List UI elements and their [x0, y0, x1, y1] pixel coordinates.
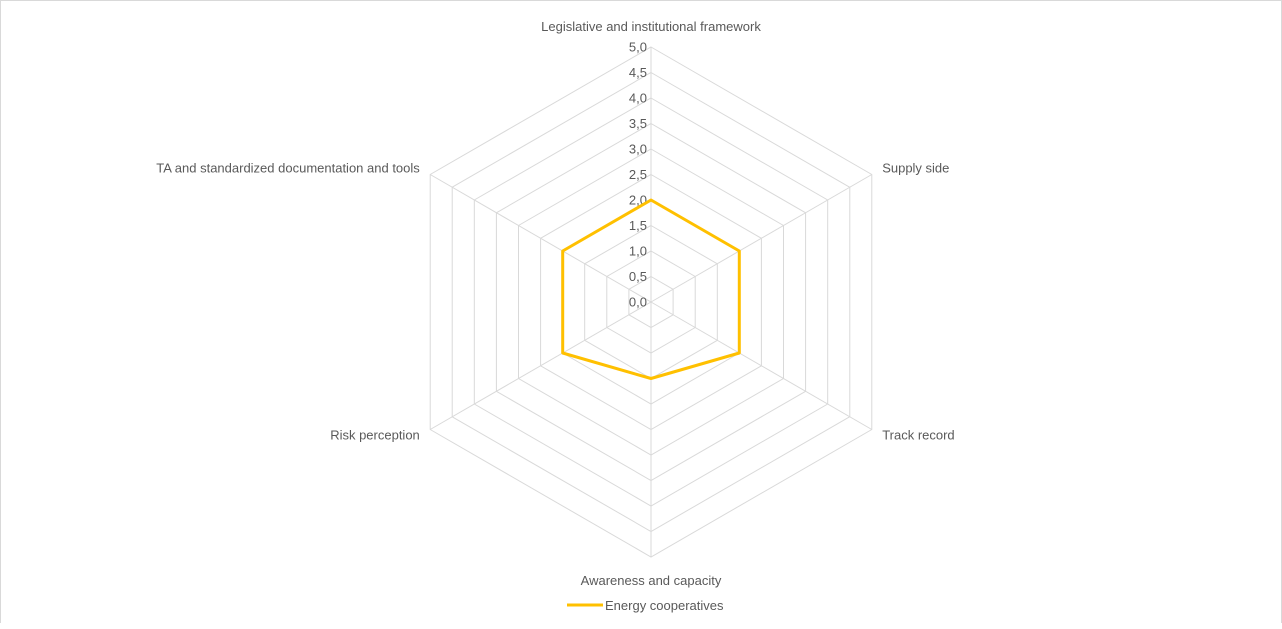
legend-label-energy-cooperatives: Energy cooperatives [605, 598, 724, 613]
category-label-0: Legislative and institutional framework [541, 19, 761, 34]
tick-label-0-5: 0,5 [629, 269, 647, 284]
tick-label-5-0: 5,0 [629, 40, 647, 55]
tick-label-2-5: 2,5 [629, 167, 647, 182]
tick-label-3-0: 3,0 [629, 142, 647, 157]
category-label-2: Track record [882, 428, 954, 443]
category-label-5: TA and standardized documentation and to… [156, 161, 420, 176]
category-labels: Legislative and institutional framework S… [156, 19, 954, 588]
tick-label-3-5: 3,5 [629, 116, 647, 131]
category-label-3: Awareness and capacity [581, 573, 722, 588]
legend: Energy cooperatives [567, 598, 724, 613]
category-label-1: Supply side [882, 161, 949, 176]
tick-label-1-5: 1,5 [629, 218, 647, 233]
tick-label-0-0: 0,0 [629, 295, 647, 310]
tick-label-1-0: 1,0 [629, 244, 647, 259]
tick-label-4-0: 4,0 [629, 91, 647, 106]
category-label-4: Risk perception [330, 428, 420, 443]
tick-label-4-5: 4,5 [629, 65, 647, 80]
